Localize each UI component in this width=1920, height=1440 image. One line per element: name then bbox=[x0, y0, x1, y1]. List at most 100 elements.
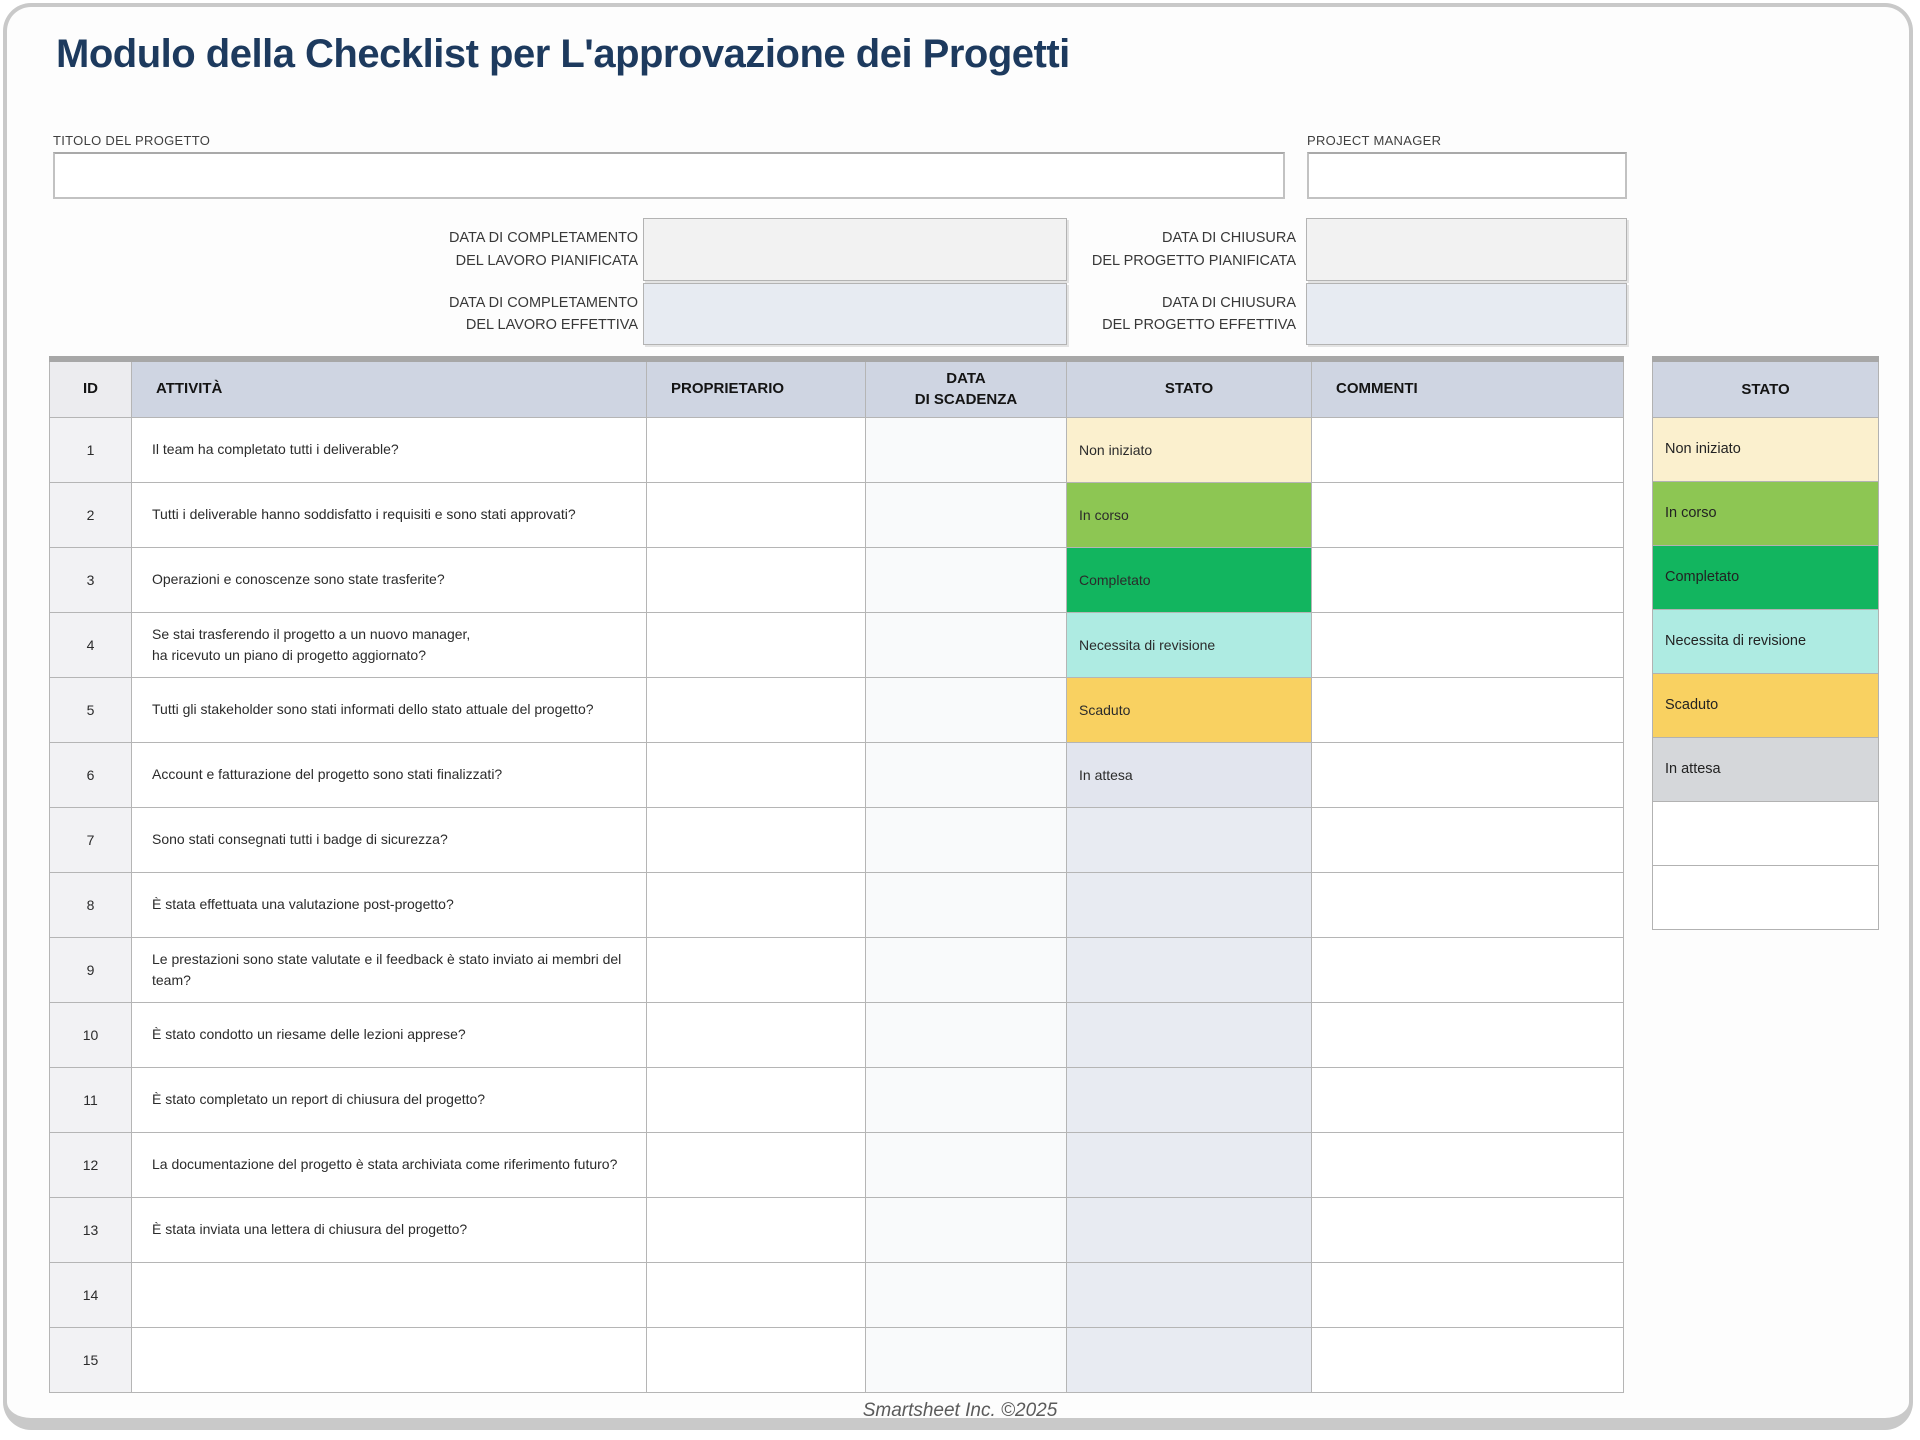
table-row: 1 Il team ha completato tutti i delivera… bbox=[49, 416, 1624, 483]
comments-cell[interactable] bbox=[1311, 1131, 1624, 1198]
status-cell[interactable] bbox=[1066, 1326, 1312, 1393]
due-date-cell[interactable] bbox=[865, 1066, 1067, 1133]
status-cell[interactable] bbox=[1066, 1196, 1312, 1263]
actual-work-completion-input[interactable] bbox=[643, 283, 1067, 345]
status-legend: STATO Non iniziato In corso Completato N… bbox=[1652, 356, 1879, 930]
status-cell[interactable] bbox=[1066, 1261, 1312, 1328]
activity-cell[interactable]: La documentazione del progetto è stata a… bbox=[131, 1131, 647, 1198]
due-date-cell[interactable] bbox=[865, 741, 1067, 808]
comments-cell[interactable] bbox=[1311, 1001, 1624, 1068]
owner-cell[interactable] bbox=[646, 1261, 866, 1328]
status-cell[interactable]: Scaduto bbox=[1066, 676, 1312, 743]
owner-cell[interactable] bbox=[646, 676, 866, 743]
planned-work-completion-input[interactable] bbox=[643, 218, 1067, 281]
header-due-date: DATA DI SCADENZA bbox=[865, 358, 1067, 418]
activity-cell[interactable]: Le prestazioni sono state valutate e il … bbox=[131, 936, 647, 1003]
comments-cell[interactable] bbox=[1311, 871, 1624, 938]
due-date-cell[interactable] bbox=[865, 806, 1067, 873]
comments-cell[interactable] bbox=[1311, 936, 1624, 1003]
activity-cell[interactable]: È stato condotto un riesame delle lezion… bbox=[131, 1001, 647, 1068]
owner-cell[interactable] bbox=[646, 416, 866, 483]
owner-cell[interactable] bbox=[646, 871, 866, 938]
due-date-cell[interactable] bbox=[865, 676, 1067, 743]
status-cell[interactable]: In corso bbox=[1066, 481, 1312, 548]
row-id-cell: 11 bbox=[49, 1066, 132, 1133]
owner-cell[interactable] bbox=[646, 741, 866, 808]
due-date-cell[interactable] bbox=[865, 611, 1067, 678]
comments-cell[interactable] bbox=[1311, 416, 1624, 483]
legend-header-row: STATO bbox=[1652, 358, 1879, 418]
activity-cell[interactable] bbox=[131, 1261, 647, 1328]
status-cell[interactable] bbox=[1066, 936, 1312, 1003]
owner-cell[interactable] bbox=[646, 1196, 866, 1263]
activity-cell[interactable]: Il team ha completato tutti i deliverabl… bbox=[131, 416, 647, 483]
legend-swatch-cell: Necessita di revisione bbox=[1652, 608, 1879, 674]
status-cell[interactable]: Non iniziato bbox=[1066, 416, 1312, 483]
activity-cell[interactable]: È stata effettuata una valutazione post-… bbox=[131, 871, 647, 938]
owner-cell[interactable] bbox=[646, 611, 866, 678]
legend-swatch-cell: Completato bbox=[1652, 544, 1879, 610]
planned-project-close-input[interactable] bbox=[1306, 218, 1627, 281]
comments-cell[interactable] bbox=[1311, 1261, 1624, 1328]
owner-cell[interactable] bbox=[646, 1326, 866, 1393]
project-title-input[interactable] bbox=[53, 152, 1285, 199]
project-manager-input[interactable] bbox=[1307, 152, 1627, 199]
due-date-cell[interactable] bbox=[865, 1196, 1067, 1263]
comments-cell[interactable] bbox=[1311, 1196, 1624, 1263]
checklist-table: ID ATTIVITÀ PROPRIETARIO DATA DI SCADENZ… bbox=[49, 356, 1624, 1393]
due-date-cell[interactable] bbox=[865, 1326, 1067, 1393]
due-date-cell[interactable] bbox=[865, 1001, 1067, 1068]
owner-cell[interactable] bbox=[646, 1131, 866, 1198]
legend-swatch-cell bbox=[1652, 864, 1879, 930]
activity-cell[interactable]: È stata inviata una lettera di chiusura … bbox=[131, 1196, 647, 1263]
activity-cell[interactable] bbox=[131, 1326, 647, 1393]
row-id-cell: 9 bbox=[49, 936, 132, 1003]
activity-cell[interactable]: Account e fatturazione del progetto sono… bbox=[131, 741, 647, 808]
owner-cell[interactable] bbox=[646, 806, 866, 873]
due-date-cell[interactable] bbox=[865, 1261, 1067, 1328]
project-manager-label: PROJECT MANAGER bbox=[1307, 133, 1442, 148]
actual-project-close-input[interactable] bbox=[1306, 283, 1627, 345]
legend-row: In attesa bbox=[1652, 736, 1879, 802]
owner-cell[interactable] bbox=[646, 1001, 866, 1068]
activity-cell[interactable]: Operazioni e conoscenze sono state trasf… bbox=[131, 546, 647, 613]
owner-cell[interactable] bbox=[646, 481, 866, 548]
status-cell[interactable]: In attesa bbox=[1066, 741, 1312, 808]
header-comments: COMMENTI bbox=[1311, 358, 1624, 418]
activity-cell[interactable]: Sono stati consegnati tutti i badge di s… bbox=[131, 806, 647, 873]
due-date-cell[interactable] bbox=[865, 936, 1067, 1003]
comments-cell[interactable] bbox=[1311, 676, 1624, 743]
row-id-cell: 1 bbox=[49, 416, 132, 483]
status-cell[interactable] bbox=[1066, 806, 1312, 873]
status-cell[interactable]: Completato bbox=[1066, 546, 1312, 613]
comments-cell[interactable] bbox=[1311, 1326, 1624, 1393]
row-id-cell: 5 bbox=[49, 676, 132, 743]
actual-project-close-label: DATA DI CHIUSURA DEL PROGETTO EFFETTIVA bbox=[1102, 294, 1296, 333]
owner-cell[interactable] bbox=[646, 936, 866, 1003]
activity-cell[interactable]: Se stai trasferendo il progetto a un nuo… bbox=[131, 611, 647, 678]
row-id-cell: 6 bbox=[49, 741, 132, 808]
table-row: 9 Le prestazioni sono state valutate e i… bbox=[49, 936, 1624, 1003]
activity-cell[interactable]: È stato completato un report di chiusura… bbox=[131, 1066, 647, 1133]
comments-cell[interactable] bbox=[1311, 1066, 1624, 1133]
owner-cell[interactable] bbox=[646, 1066, 866, 1133]
due-date-cell[interactable] bbox=[865, 481, 1067, 548]
comments-cell[interactable] bbox=[1311, 611, 1624, 678]
status-cell[interactable] bbox=[1066, 1131, 1312, 1198]
status-cell[interactable] bbox=[1066, 871, 1312, 938]
status-cell[interactable] bbox=[1066, 1066, 1312, 1133]
due-date-cell[interactable] bbox=[865, 871, 1067, 938]
due-date-cell[interactable] bbox=[865, 1131, 1067, 1198]
due-date-cell[interactable] bbox=[865, 416, 1067, 483]
comments-cell[interactable] bbox=[1311, 546, 1624, 613]
comments-cell[interactable] bbox=[1311, 741, 1624, 808]
activity-cell[interactable]: Tutti gli stakeholder sono stati informa… bbox=[131, 676, 647, 743]
status-cell[interactable] bbox=[1066, 1001, 1312, 1068]
status-cell[interactable]: Necessita di revisione bbox=[1066, 611, 1312, 678]
owner-cell[interactable] bbox=[646, 546, 866, 613]
activity-cell[interactable]: Tutti i deliverable hanno soddisfatto i … bbox=[131, 481, 647, 548]
comments-cell[interactable] bbox=[1311, 481, 1624, 548]
due-date-cell[interactable] bbox=[865, 546, 1067, 613]
legend-row: Necessita di revisione bbox=[1652, 608, 1879, 674]
comments-cell[interactable] bbox=[1311, 806, 1624, 873]
